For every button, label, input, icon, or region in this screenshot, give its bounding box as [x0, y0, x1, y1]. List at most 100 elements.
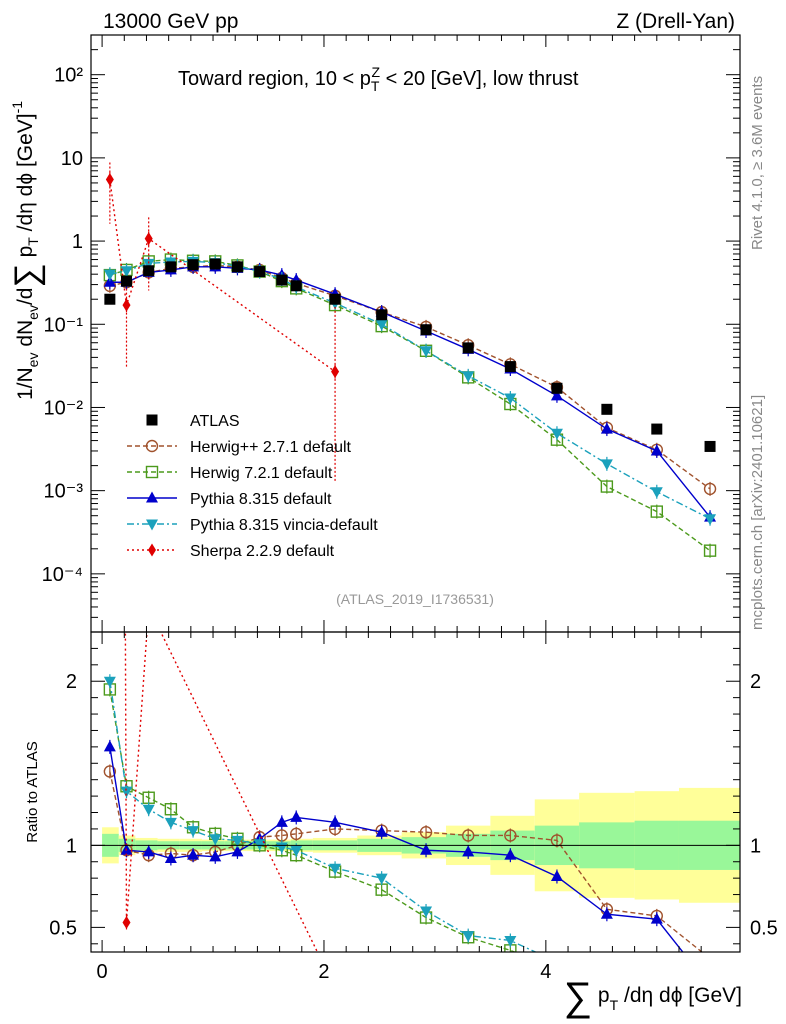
pythia-8-315-vincia-default-ratio-point — [164, 817, 177, 829]
atlas-point — [704, 440, 716, 452]
herwig-2-7-1-default-ratio-point — [419, 826, 433, 839]
sherpa-2-2-9-default-ratio-line — [124, 632, 319, 952]
herwig-7-2-1-default-point — [650, 505, 663, 518]
atlas-point — [231, 261, 243, 273]
legend: ATLAS Herwig++ 2.7.1 default Herwig 7.2.1 … — [127, 413, 378, 560]
pythia-8-315-vincia-default-point — [704, 514, 717, 526]
plot-title: Toward region, 10 < pTZ < 20 [GeV], low … — [178, 64, 579, 94]
main-panel-marks — [103, 162, 717, 558]
pythia-8-315-vincia-default-point — [550, 428, 563, 440]
pythia-8-315-vincia-default-ratio-point — [103, 676, 116, 688]
pythia-8-315-vincia-default-point — [650, 487, 663, 499]
analysis-tag: (ATLAS_2019_I1736531) — [336, 591, 494, 607]
ratio-tick-label-right: 0.5 — [750, 917, 778, 939]
x-tick-label: 4 — [540, 961, 551, 983]
y-tick-label: 10⁻² — [44, 397, 84, 419]
pythia-8-315-default-point — [650, 444, 663, 456]
pythia-8-315-default-point — [103, 275, 116, 287]
pythia-8-315-vincia-default-ratio-point — [551, 957, 563, 968]
ratio-tick-label-right: 2 — [750, 671, 761, 693]
axes: 0 2 4 10⁻⁴ 10⁻³ 10⁻² 10⁻¹ 1 10 10² 0.5 0.5 1 1 2 2 — [42, 34, 778, 983]
atlas-point — [329, 293, 341, 305]
pythia-8-315-default-ratio-point — [275, 815, 288, 827]
atlas-point — [290, 280, 302, 292]
herwig-2-7-1-default-ratio-point — [504, 829, 517, 842]
herwig-2-7-1-default-ratio-point — [705, 953, 716, 964]
header-process: Z (Drell-Yan) — [616, 10, 735, 33]
x-axis-title: ∑ pT /dη dϕ [GeV] — [564, 975, 742, 1019]
pythia-8-315-vincia-default-point — [462, 371, 475, 383]
pythia-8-315-vincia-default-point — [504, 393, 517, 405]
pythia-8-315-default-ratio-point — [164, 851, 177, 863]
pythia-8-315-default-ratio-point — [462, 845, 475, 857]
herwig-7-2-1-default-ratio-point — [551, 963, 562, 974]
ratio-tick-label: 2 — [66, 671, 77, 693]
atlas-point — [187, 259, 199, 271]
pythia-8-315-vincia-default-point — [375, 319, 388, 331]
herwig-2-7-1-default-ratio-point — [550, 834, 564, 847]
atlas-point — [165, 261, 177, 273]
pythia-8-315-default-point — [550, 389, 563, 401]
pythia-8-315-default-ratio-point — [375, 825, 388, 837]
atlas-point — [551, 382, 563, 394]
pythia-8-315-vincia-default-point — [600, 459, 613, 471]
herwig-7-2-1-default-ratio-point — [164, 803, 178, 816]
pythia-8-315-vincia-default-ratio-point — [601, 969, 613, 980]
pythia-8-315-default-ratio-point — [290, 810, 303, 822]
pythia-8-315-vincia-default-ratio-point — [290, 845, 303, 857]
legend-label-pythia-8-315-default: Pythia 8.315 default — [190, 491, 332, 508]
pythia-8-315-default-ratio-point — [142, 845, 155, 857]
x-tick-label: 2 — [318, 961, 329, 983]
y-tick-label: 10⁻⁴ — [42, 564, 83, 586]
y-tick-label: 10⁻¹ — [44, 314, 84, 336]
y-tick-label: 10⁻³ — [44, 481, 84, 503]
y-tick-label: 10² — [54, 65, 83, 87]
ratio-tick-label: 0.5 — [49, 917, 77, 939]
pythia-8-315-default-ratio-point — [600, 907, 613, 919]
y-tick-label: 1 — [72, 231, 83, 253]
legend-label-sherpa-2-2-9-default: Sherpa 2.2.9 default — [190, 543, 335, 560]
pythia-8-315-vincia-default-ratio-point — [120, 786, 133, 798]
sherpa-2-2-9-default-ratio-point — [122, 915, 131, 929]
ratio-tick-label: 1 — [66, 835, 77, 857]
pythia-8-315-vincia-default-point — [120, 266, 133, 278]
pythia-8-315-vincia-default-ratio-point — [504, 936, 517, 948]
pythia-8-315-default-ratio-point — [504, 848, 517, 860]
y-tick-label: 10 — [61, 148, 83, 170]
atlas-point — [143, 265, 155, 277]
sherpa-2-2-9-default-ratio-point — [331, 982, 339, 995]
pythia-8-315-vincia-default-ratio-point — [420, 906, 433, 918]
pythia-8-315-vincia-default-point — [142, 258, 155, 270]
legend-marker-herwig-7-2-1-default — [145, 465, 159, 479]
atlas-point — [209, 258, 221, 270]
legend-marker-herwig-2-7-1-default — [145, 439, 159, 453]
herwig-7-2-1-default-point — [600, 480, 614, 493]
pythia-8-315-vincia-default-point — [103, 269, 116, 281]
legend-marker-sherpa-2-2-9-default — [148, 543, 156, 557]
pythia-8-315-vincia-default-ratio-point — [187, 826, 200, 838]
herwig-2-7-1-default-ratio-point — [461, 829, 475, 842]
legend-label-herwig-7-2-1-default: Herwig 7.2.1 default — [190, 465, 333, 482]
legend-label-herwig-2-7-1-default: Herwig++ 2.7.1 default — [190, 439, 352, 456]
atlas-point — [462, 342, 474, 354]
atlas-point — [601, 403, 613, 415]
atlas-point — [651, 423, 663, 435]
herwig-2-7-1-default-ratio-point — [290, 827, 303, 841]
ratio-tick-label-right: 1 — [750, 835, 761, 857]
pythia-8-315-default-ratio-point — [103, 740, 116, 752]
atlas-point — [420, 324, 432, 336]
pythia-8-315-vincia-default-ratio-point — [253, 839, 266, 851]
sherpa-2-2-9-default-line — [109, 179, 336, 373]
legend-label-atlas: ATLAS — [190, 413, 240, 430]
pythia-8-315-default-ratio-point — [231, 845, 244, 857]
pythia-8-315-default-ratio-point — [209, 850, 222, 862]
header-energy: 13000 GeV pp — [103, 10, 238, 33]
pythia-8-315-vincia-default-ratio-point — [329, 863, 342, 875]
main-frame — [90, 34, 741, 633]
pythia-8-315-vincia-default-ratio-point — [231, 835, 244, 847]
atlas-point — [104, 293, 116, 305]
rivet-label: Rivet 4.1.0, ≥ 3.6M events — [749, 76, 766, 250]
ratio-panel-marks — [103, 632, 716, 995]
herwig-7-2-1-default-point — [703, 544, 717, 557]
